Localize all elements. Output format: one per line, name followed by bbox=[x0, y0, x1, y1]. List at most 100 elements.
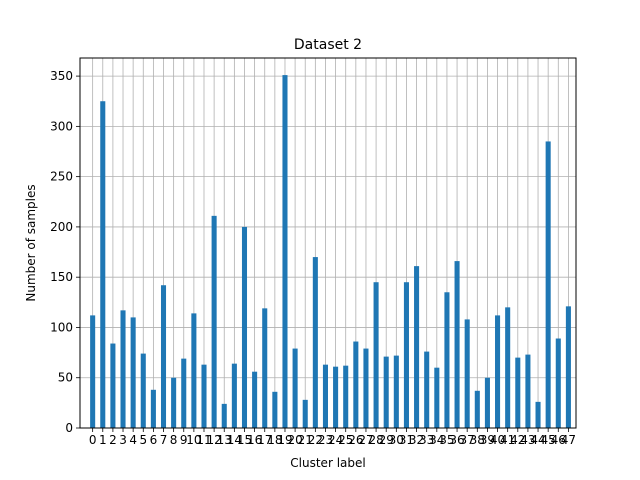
bar-17 bbox=[262, 308, 268, 428]
x-tick-label: 2 bbox=[109, 433, 117, 447]
x-tick-label: 33 bbox=[419, 433, 434, 447]
y-tick-label: 200 bbox=[50, 220, 73, 234]
x-tick-label: 34 bbox=[429, 433, 444, 447]
x-tick-label: 17 bbox=[257, 433, 272, 447]
x-tick-label: 18 bbox=[267, 433, 282, 447]
x-tick-label: 21 bbox=[298, 433, 313, 447]
bar-39 bbox=[484, 377, 490, 428]
bar-40 bbox=[495, 315, 501, 428]
x-tick-label: 28 bbox=[368, 433, 383, 447]
bar-31 bbox=[403, 282, 409, 428]
bar-25 bbox=[343, 365, 349, 428]
y-tick-label: 350 bbox=[50, 69, 73, 83]
bar-14 bbox=[231, 363, 237, 428]
bar-8 bbox=[171, 377, 177, 428]
bar-7 bbox=[160, 285, 167, 428]
bar-4 bbox=[130, 317, 136, 428]
x-tick-label: 31 bbox=[399, 433, 414, 447]
bar-33 bbox=[424, 351, 430, 428]
bar-3 bbox=[120, 310, 126, 428]
bar-47 bbox=[565, 306, 571, 428]
bar-20 bbox=[292, 348, 298, 428]
x-tick-label: 25 bbox=[338, 433, 353, 447]
bar-0 bbox=[90, 315, 96, 428]
x-tick-label: 39 bbox=[480, 433, 495, 447]
bar-6 bbox=[150, 389, 156, 428]
bar-24 bbox=[333, 366, 339, 428]
x-tick-label: 46 bbox=[551, 433, 566, 447]
x-tick-label: 23 bbox=[318, 433, 333, 447]
bar-30 bbox=[393, 355, 399, 428]
y-tick-label: 100 bbox=[50, 320, 73, 334]
bar-44 bbox=[535, 401, 541, 428]
x-tick-label: 13 bbox=[217, 433, 232, 447]
x-tick-label: 47 bbox=[561, 433, 576, 447]
x-tick-label: 40 bbox=[490, 433, 505, 447]
bar-16 bbox=[252, 371, 258, 428]
x-tick-label: 6 bbox=[150, 433, 158, 447]
y-tick-label: 0 bbox=[65, 421, 73, 435]
y-axis-label: Number of samples bbox=[24, 184, 38, 301]
x-tick-label: 36 bbox=[449, 433, 464, 447]
y-tick-label: 300 bbox=[50, 119, 73, 133]
x-tick-label: 16 bbox=[247, 433, 262, 447]
x-tick-label: 32 bbox=[409, 433, 424, 447]
bar-29 bbox=[383, 356, 389, 428]
bar-10 bbox=[191, 313, 197, 428]
bar-23 bbox=[322, 364, 328, 428]
bar-35 bbox=[444, 292, 450, 428]
y-tick-label: 250 bbox=[50, 170, 73, 184]
x-tick-label: 1 bbox=[99, 433, 107, 447]
x-tick-label: 5 bbox=[139, 433, 147, 447]
x-tick-label: 19 bbox=[277, 433, 292, 447]
bar-41 bbox=[505, 307, 511, 428]
bar-27 bbox=[363, 348, 369, 428]
x-tick-label: 12 bbox=[206, 433, 221, 447]
x-tick-label: 8 bbox=[170, 433, 178, 447]
bars bbox=[90, 75, 571, 428]
x-tick-label: 11 bbox=[196, 433, 211, 447]
x-tick-label: 10 bbox=[186, 433, 201, 447]
x-tick-label: 0 bbox=[89, 433, 97, 447]
bar-18 bbox=[272, 391, 278, 428]
x-axis-label: Cluster label bbox=[290, 456, 365, 470]
y-tick-label: 50 bbox=[58, 371, 73, 385]
x-tick-label: 26 bbox=[348, 433, 363, 447]
bar-45 bbox=[545, 141, 551, 428]
bar-37 bbox=[464, 319, 470, 428]
x-tick-label: 35 bbox=[439, 433, 454, 447]
x-tick-label: 44 bbox=[530, 433, 545, 447]
bar-34 bbox=[434, 367, 440, 428]
x-tick-label: 42 bbox=[510, 433, 525, 447]
bar-22 bbox=[312, 257, 318, 428]
x-tick-label: 43 bbox=[520, 433, 535, 447]
x-tick-label: 24 bbox=[328, 433, 343, 447]
x-axis-ticks: 0 1 2 3 4 5 6 7 8 9101112131415161718192021222324… bbox=[89, 428, 576, 447]
bar-21 bbox=[302, 399, 308, 428]
x-tick-label: 37 bbox=[460, 433, 475, 447]
x-tick-label: 27 bbox=[358, 433, 373, 447]
x-tick-label: 30 bbox=[389, 433, 404, 447]
x-tick-label: 14 bbox=[227, 433, 242, 447]
bar-5 bbox=[140, 353, 146, 428]
x-tick-label: 29 bbox=[379, 433, 394, 447]
bar-9 bbox=[181, 358, 187, 428]
bar-43 bbox=[525, 354, 531, 428]
bar-26 bbox=[353, 341, 359, 428]
x-tick-label: 38 bbox=[470, 433, 485, 447]
x-tick-label: 7 bbox=[160, 433, 168, 447]
bar-32 bbox=[414, 266, 420, 428]
x-tick-label: 45 bbox=[541, 433, 556, 447]
y-axis-ticks: 0 50 100 150 200 250 300 350 bbox=[50, 69, 80, 435]
x-tick-label: 22 bbox=[308, 433, 323, 447]
bar-13 bbox=[221, 403, 227, 428]
x-tick-label: 20 bbox=[287, 433, 302, 447]
x-tick-label: 41 bbox=[500, 433, 515, 447]
bar-2 bbox=[110, 343, 116, 428]
bar-28 bbox=[373, 282, 379, 428]
bar-38 bbox=[474, 390, 480, 428]
bar-46 bbox=[555, 338, 561, 428]
bar-1 bbox=[100, 101, 106, 428]
x-tick-label: 9 bbox=[180, 433, 188, 447]
